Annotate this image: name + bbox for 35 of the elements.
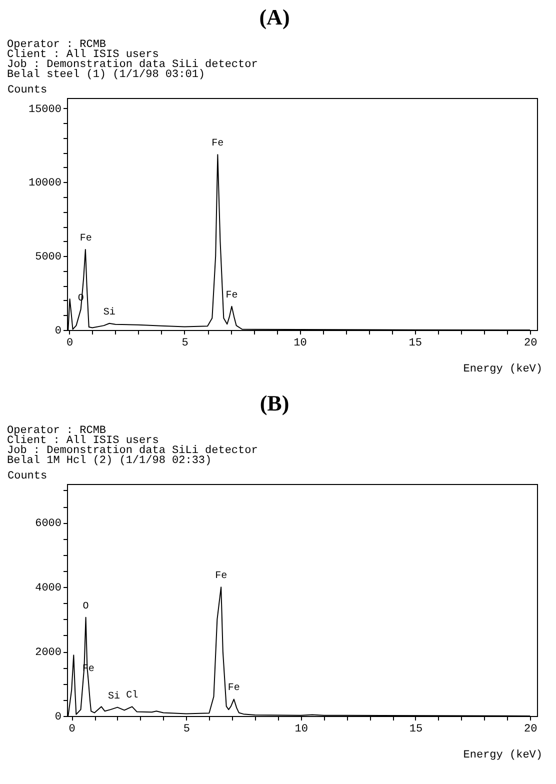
annotation: Si: [103, 306, 116, 318]
x-axis-title: Energy (keV): [463, 750, 542, 762]
y-tick-label: 0: [54, 712, 62, 724]
x-tick-label: 20: [524, 338, 538, 350]
x-tick-label: 10: [294, 724, 308, 736]
y-tick-label: 0: [54, 326, 62, 338]
y-axis-title: Counts: [8, 84, 48, 96]
y-tick-label: 5000: [35, 252, 62, 264]
y-tick-label: 6000: [35, 518, 62, 530]
annotation: Fe: [212, 138, 224, 150]
y-tick-label: 15000: [28, 104, 62, 116]
x-tick-label: 0: [66, 338, 74, 350]
annotation: Fe: [80, 233, 92, 244]
text: Belal steel (1) (1/1/98 03:01): [7, 69, 206, 81]
x-tick-label: 5: [183, 724, 190, 736]
y-tick-label: 10000: [28, 178, 62, 190]
annotation: Si: [108, 690, 120, 702]
x-tick-label: 0: [68, 724, 76, 736]
chart-title: (B): [260, 390, 290, 416]
annotation: O: [82, 601, 89, 612]
x-tick-label: 10: [294, 338, 307, 350]
y-tick-label: 2000: [35, 647, 62, 660]
annotation: Fe: [228, 683, 240, 694]
y-axis-title: Counts: [8, 470, 48, 482]
text: Belal 1M Hcl (2) (1/1/98 02:33): [7, 455, 212, 467]
x-tick-label: 15: [409, 724, 423, 736]
annotation: Cl: [126, 690, 138, 702]
x-axis-title: Energy (keV): [463, 364, 542, 376]
annotation: Fe: [226, 290, 238, 302]
chart-title: (A): [259, 4, 290, 30]
x-tick-label: 5: [182, 338, 188, 350]
x-tick-label: 15: [408, 338, 422, 350]
x-tick-label: 20: [524, 724, 538, 736]
annotation: Fe: [215, 571, 228, 582]
y-tick-label: 4000: [35, 582, 62, 595]
